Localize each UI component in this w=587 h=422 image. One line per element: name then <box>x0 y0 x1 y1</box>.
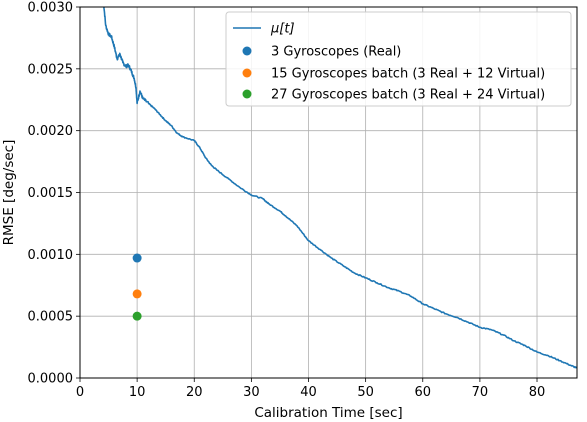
y-axis-label: RMSE [deg/sec] <box>1 140 17 246</box>
x-axis-ticks: 0 10 20 30 40 50 60 70 80 <box>76 378 545 400</box>
x-tick-label: 70 <box>472 385 489 400</box>
legend-box <box>225 11 572 107</box>
y-tick-label: 0.0010 <box>28 248 74 263</box>
y-tick-label: 0.0005 <box>28 310 74 325</box>
x-tick-label: 30 <box>243 385 260 400</box>
legend-entry-label: 27 Gyroscopes batch (3 Real + 24 Virtual… <box>271 88 545 103</box>
x-tick-label: 50 <box>357 385 374 400</box>
y-tick-label: 0.0000 <box>28 372 74 387</box>
scatter-point-3 <box>132 311 142 321</box>
y-tick-label: 0.0015 <box>28 186 74 201</box>
y-tick-label: 0.0025 <box>28 62 74 77</box>
legend-marker-swatch <box>242 68 252 78</box>
x-axis-label: Calibration Time [sec] <box>254 405 402 421</box>
scatter-point-1 <box>132 253 142 263</box>
legend-entry-label: 15 Gyroscopes batch (3 Real + 12 Virtual… <box>271 67 545 82</box>
legend-entry-label: 3 Gyroscopes (Real) <box>271 45 401 60</box>
plot-area <box>103 7 577 369</box>
legend-marker-swatch <box>242 46 252 56</box>
x-tick-label: 40 <box>300 385 317 400</box>
legend: μ[t] 3 Gyroscopes (Real) 15 Gyroscopes bat… <box>225 11 572 107</box>
legend-marker-swatch <box>242 89 252 99</box>
y-axis-ticks: 0.0000 0.0005 0.0010 0.0015 0.0020 0.0025 0.00… <box>28 1 80 387</box>
series-line-mu <box>103 7 577 369</box>
y-tick-label: 0.0030 <box>28 1 74 16</box>
y-tick-label: 0.0020 <box>28 124 74 139</box>
x-tick-label: 10 <box>129 385 146 400</box>
x-tick-label: 20 <box>186 385 203 400</box>
x-tick-label: 60 <box>414 385 431 400</box>
x-tick-label: 0 <box>76 385 84 400</box>
scatter-point-2 <box>132 289 142 299</box>
legend-entry-label: μ[t] <box>270 22 295 37</box>
x-tick-label: 80 <box>529 385 546 400</box>
